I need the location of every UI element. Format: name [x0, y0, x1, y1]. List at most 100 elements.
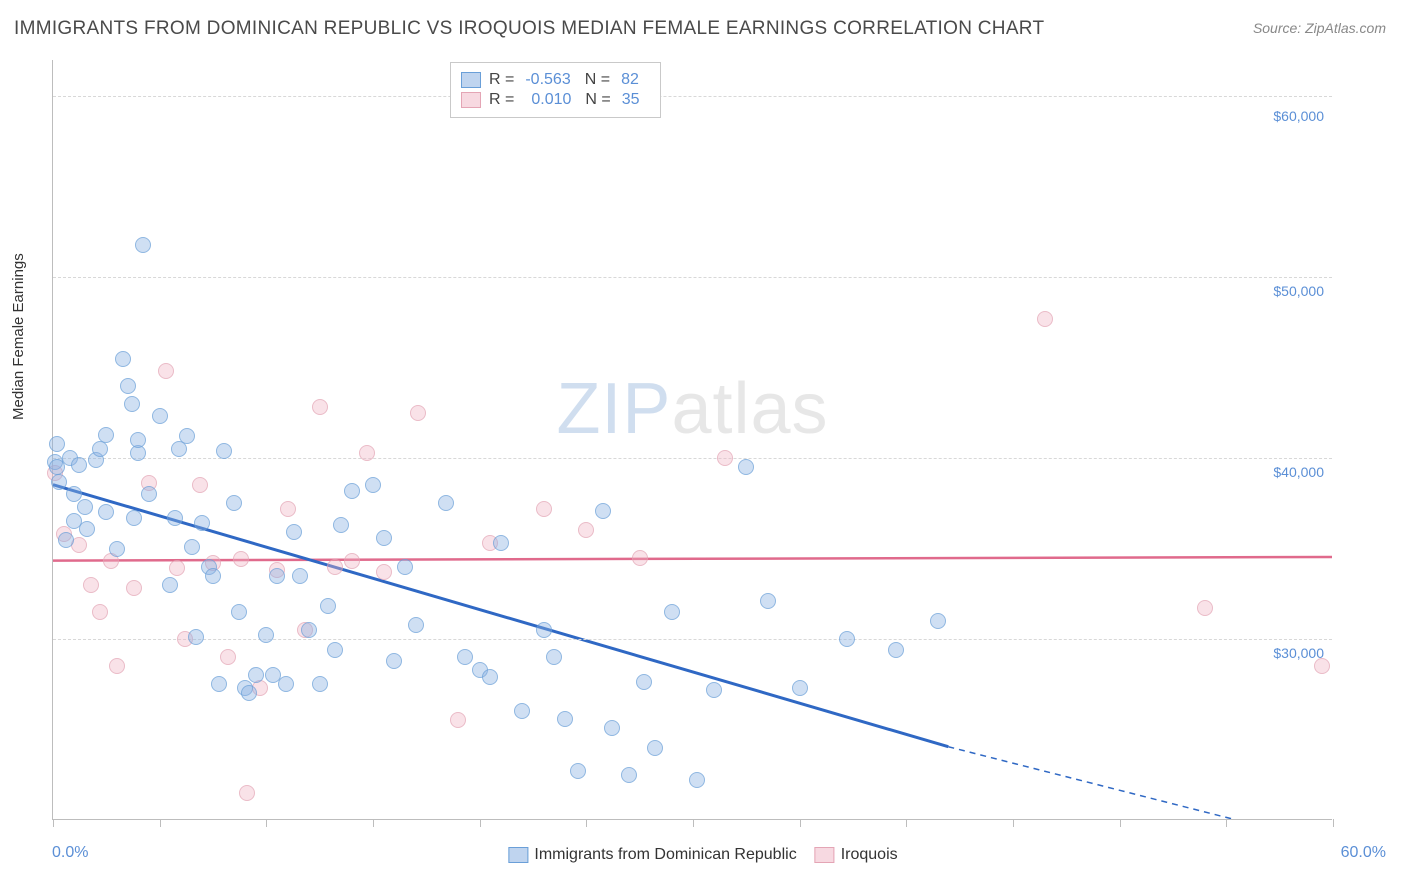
data-point-blue	[98, 504, 114, 520]
x-tick	[480, 819, 481, 827]
legend-n-label: N =	[585, 71, 610, 89]
data-point-pink	[410, 405, 426, 421]
data-point-pink	[344, 553, 360, 569]
data-point-pink	[632, 550, 648, 566]
watermark-atlas: atlas	[671, 369, 828, 449]
gridline-h	[53, 96, 1332, 97]
legend-row-pink: R = 0.010 N = 35	[461, 91, 646, 109]
data-point-blue	[162, 577, 178, 593]
x-tick	[1013, 819, 1014, 827]
data-point-blue	[216, 443, 232, 459]
data-point-pink	[169, 560, 185, 576]
data-point-pink	[83, 577, 99, 593]
swatch-pink-icon	[815, 847, 835, 863]
data-point-blue	[689, 772, 705, 788]
data-point-blue	[92, 441, 108, 457]
data-point-blue	[706, 682, 722, 698]
x-tick	[586, 819, 587, 827]
data-point-blue	[126, 510, 142, 526]
data-point-blue	[115, 351, 131, 367]
data-point-pink	[109, 658, 125, 674]
legend-series-blue: Immigrants from Dominican Republic	[508, 846, 796, 864]
y-tick-label: $50,000	[1273, 283, 1324, 299]
data-point-blue	[141, 486, 157, 502]
trendline-blue	[53, 485, 948, 747]
data-point-pink	[239, 785, 255, 801]
data-point-blue	[792, 680, 808, 696]
data-point-blue	[457, 649, 473, 665]
gridline-h	[53, 277, 1332, 278]
data-point-blue	[292, 568, 308, 584]
data-point-blue	[109, 541, 125, 557]
x-tick	[160, 819, 161, 827]
data-point-pink	[92, 604, 108, 620]
data-point-blue	[621, 767, 637, 783]
data-point-blue	[546, 649, 562, 665]
data-point-blue	[269, 568, 285, 584]
data-point-blue	[248, 667, 264, 683]
data-point-pink	[578, 522, 594, 538]
data-point-pink	[126, 580, 142, 596]
data-point-blue	[241, 685, 257, 701]
data-point-blue	[344, 483, 360, 499]
x-tick	[53, 819, 54, 827]
data-point-blue	[438, 495, 454, 511]
data-point-blue	[333, 517, 349, 533]
x-tick	[373, 819, 374, 827]
data-point-blue	[327, 642, 343, 658]
data-point-blue	[194, 515, 210, 531]
legend-pink-n-value: 35	[622, 91, 640, 109]
legend-r-label: R =	[489, 91, 514, 109]
data-point-blue	[536, 622, 552, 638]
data-point-blue	[58, 532, 74, 548]
y-tick-label: $30,000	[1273, 645, 1324, 661]
data-point-blue	[636, 674, 652, 690]
data-point-pink	[1314, 658, 1330, 674]
legend-pink-label: Iroquois	[841, 846, 898, 863]
data-point-pink	[280, 501, 296, 517]
data-point-blue	[570, 763, 586, 779]
data-point-blue	[397, 559, 413, 575]
data-point-blue	[98, 427, 114, 443]
data-point-blue	[79, 521, 95, 537]
data-point-blue	[839, 631, 855, 647]
gridline-h	[53, 639, 1332, 640]
chart-title: IMMIGRANTS FROM DOMINICAN REPUBLIC VS IR…	[14, 18, 1044, 40]
watermark: ZIPatlas	[556, 368, 828, 450]
legend-n-label: N =	[585, 91, 610, 109]
data-point-pink	[158, 363, 174, 379]
data-point-blue	[482, 669, 498, 685]
legend-row-blue: R = -0.563 N = 82	[461, 71, 646, 89]
watermark-zip: ZIP	[556, 369, 671, 449]
data-point-blue	[408, 617, 424, 633]
x-tick	[906, 819, 907, 827]
data-point-blue	[595, 503, 611, 519]
x-tick	[1226, 819, 1227, 827]
x-tick	[693, 819, 694, 827]
data-point-blue	[278, 676, 294, 692]
legend-swatch-pink	[461, 92, 481, 108]
scatter-plot-area: ZIPatlas $30,000$40,000$50,000$60,000	[52, 60, 1332, 820]
legend-swatch-blue	[461, 72, 481, 88]
y-axis-title: Median Female Earnings	[10, 253, 27, 420]
data-point-blue	[258, 627, 274, 643]
data-point-blue	[120, 378, 136, 394]
data-point-blue	[738, 459, 754, 475]
x-axis-max-label: 60.0%	[1341, 844, 1386, 862]
data-point-blue	[188, 629, 204, 645]
series-legend: Immigrants from Dominican Republic Iroqu…	[508, 846, 897, 864]
data-point-blue	[286, 524, 302, 540]
y-tick-label: $40,000	[1273, 464, 1324, 480]
x-tick	[1120, 819, 1121, 827]
legend-blue-n-value: 82	[621, 71, 639, 89]
data-point-blue	[376, 530, 392, 546]
data-point-blue	[930, 613, 946, 629]
data-point-blue	[211, 676, 227, 692]
data-point-blue	[312, 676, 328, 692]
data-point-pink	[327, 559, 343, 575]
x-axis-min-label: 0.0%	[52, 844, 88, 862]
data-point-pink	[220, 649, 236, 665]
correlation-legend: R = -0.563 N = 82 R = 0.010 N = 35	[450, 62, 661, 118]
data-point-blue	[514, 703, 530, 719]
data-point-blue	[179, 428, 195, 444]
